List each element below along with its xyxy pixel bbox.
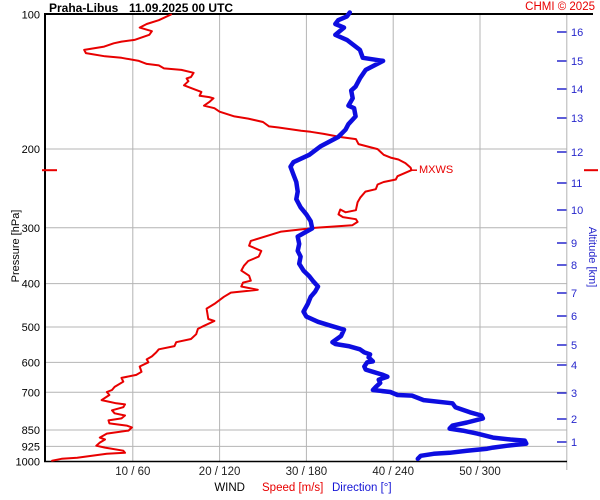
- altitude-tick-label: 3: [571, 388, 577, 400]
- wind-tick-label: 30 / 180: [286, 466, 328, 478]
- altitude-tick-label: 4: [571, 360, 577, 372]
- mxws-annotation: MXWS: [419, 164, 454, 176]
- pressure-tick-label: 600: [22, 357, 40, 369]
- x-axis-wind-label: WIND: [214, 482, 245, 494]
- copyright-text: CHMI © 2025: [525, 1, 595, 13]
- altitude-axis-label: Altitude [km]: [586, 226, 598, 288]
- altitude-tick-label: 7: [571, 288, 577, 300]
- altitude-tick-label: 13: [571, 113, 583, 125]
- wind-speed-curve: [51, 13, 413, 462]
- pressure-tick-label: 850: [22, 425, 40, 437]
- x-axis-speed-label: Speed [m/s]: [262, 482, 324, 494]
- pressure-axis-label: Pressure [hPa]: [10, 209, 22, 283]
- pressure-tick-label: 100: [22, 10, 40, 22]
- pressure-tick-label: 300: [22, 223, 40, 235]
- altitude-tick-label: 15: [571, 56, 583, 68]
- wind-tick-label: 40 / 240: [372, 466, 414, 478]
- wind-tick-label: 50 / 300: [459, 466, 501, 478]
- altitude-tick-label: 9: [571, 238, 577, 250]
- pressure-tick-label: 500: [22, 322, 40, 334]
- altitude-tick-label: 12: [571, 147, 583, 159]
- x-axis-direction-label: Direction [°]: [332, 482, 392, 494]
- pressure-tick-label: 1000: [16, 457, 40, 469]
- pressure-tick-label: 400: [22, 279, 40, 291]
- datetime-title: 11.09.2025 00 UTC: [129, 1, 234, 15]
- altitude-tick-label: 10: [571, 205, 583, 217]
- pressure-tick-label: 925: [22, 441, 40, 453]
- altitude-tick-label: 5: [571, 340, 577, 352]
- altitude-tick-label: 16: [571, 27, 583, 39]
- altitude-tick-label: 6: [571, 311, 577, 323]
- station-title: Praha-Libus: [49, 1, 119, 15]
- wind-tick-label: 10 / 60: [115, 466, 150, 478]
- pressure-tick-label: 200: [22, 144, 40, 156]
- altitude-tick-label: 1: [571, 437, 577, 449]
- wind-tick-label: 20 / 120: [199, 466, 241, 478]
- altitude-tick-label: 14: [571, 84, 583, 96]
- altitude-tick-label: 11: [571, 178, 582, 190]
- altitude-tick-label: 2: [571, 414, 577, 426]
- pressure-tick-label: 700: [22, 387, 40, 399]
- wind-direction-curve: [288, 10, 529, 462]
- altitude-tick-label: 8: [571, 260, 577, 272]
